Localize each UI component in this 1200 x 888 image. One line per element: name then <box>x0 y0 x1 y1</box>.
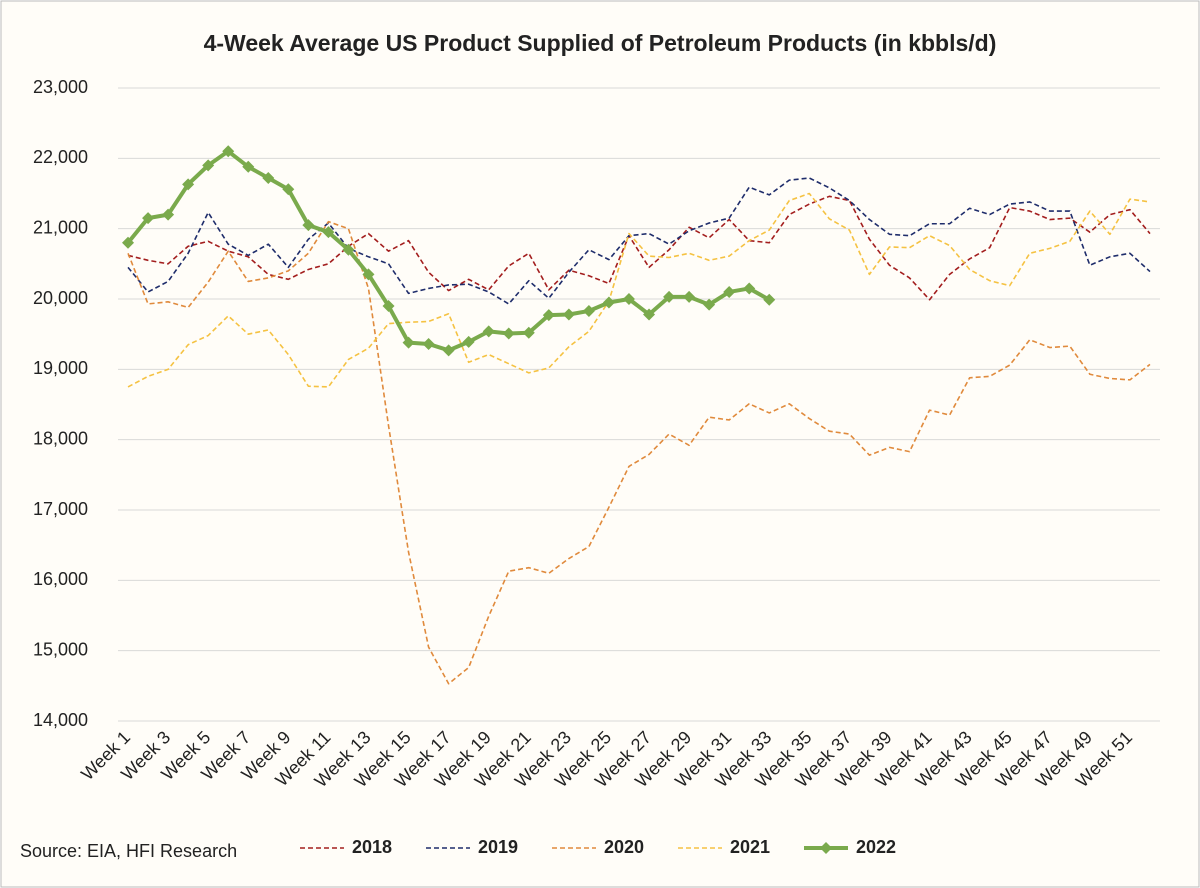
point-marker <box>342 243 355 256</box>
point-marker <box>322 226 335 239</box>
point-marker <box>302 219 315 232</box>
y-tick-label: 21,000 <box>33 217 88 237</box>
y-tick-label: 18,000 <box>33 428 88 448</box>
point-marker <box>462 335 475 348</box>
y-tick-label: 14,000 <box>33 710 88 730</box>
series-line <box>127 192 1151 388</box>
legend-label: 2018 <box>352 837 392 857</box>
legend-label: 2021 <box>730 837 770 857</box>
y-tick-label: 20,000 <box>33 288 88 308</box>
point-marker <box>542 309 555 322</box>
point-marker <box>643 308 656 321</box>
point-marker <box>242 160 255 173</box>
point-marker <box>763 293 776 306</box>
series-line <box>127 220 1151 685</box>
point-marker <box>622 293 635 305</box>
y-tick-label: 19,000 <box>33 358 88 378</box>
point-marker <box>502 327 515 340</box>
chart-title: 4-Week Average US Product Supplied of Pe… <box>204 30 997 56</box>
point-marker <box>182 178 195 191</box>
point-marker <box>422 338 435 351</box>
legend-label: 2019 <box>478 837 518 857</box>
point-marker <box>723 285 736 298</box>
legend-label: 2020 <box>604 837 644 857</box>
legend-marker <box>820 842 832 854</box>
point-marker <box>683 290 696 303</box>
point-marker <box>202 159 215 172</box>
point-marker <box>482 325 495 338</box>
point-marker <box>382 300 395 313</box>
y-tick-label: 23,000 <box>33 77 88 97</box>
point-marker <box>582 304 595 317</box>
y-tick-label: 22,000 <box>33 147 88 167</box>
point-marker <box>282 183 295 196</box>
y-tick-label: 17,000 <box>33 499 88 519</box>
legend-label: 2022 <box>856 837 896 857</box>
y-tick-label: 15,000 <box>33 639 88 659</box>
point-marker <box>663 290 676 303</box>
y-tick-label: 16,000 <box>33 569 88 589</box>
point-marker <box>522 326 535 339</box>
series-line <box>127 177 1151 305</box>
point-marker <box>222 145 235 158</box>
point-marker <box>402 336 415 349</box>
point-marker <box>122 236 135 249</box>
point-marker <box>442 344 455 357</box>
point-marker <box>743 282 756 295</box>
source-note: Source: EIA, HFI Research <box>20 841 237 861</box>
point-marker <box>142 212 155 225</box>
point-marker <box>262 172 275 185</box>
point-marker <box>362 268 375 281</box>
point-marker <box>562 308 575 321</box>
point-marker <box>703 298 716 311</box>
point-marker <box>162 208 175 221</box>
point-marker <box>602 296 615 309</box>
